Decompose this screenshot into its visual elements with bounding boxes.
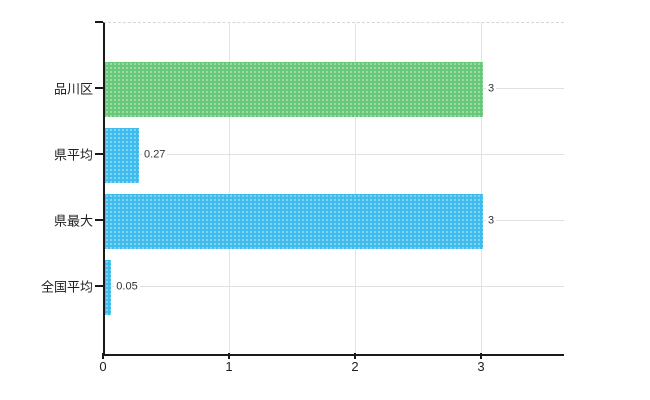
bar-value-label: 0.27 — [142, 148, 168, 162]
x-tick-label: 0 — [99, 359, 107, 374]
bar — [105, 127, 140, 183]
bar — [105, 193, 483, 249]
x-axis-tick — [480, 353, 482, 359]
x-tick-label: 2 — [351, 359, 359, 374]
row-gridline — [105, 154, 564, 155]
category-label: 県平均 — [53, 147, 93, 163]
y-axis-tick — [95, 87, 103, 89]
x-axis-tick — [228, 353, 230, 359]
category-label: 全国平均 — [40, 279, 93, 295]
x-tick-label: 3 — [477, 359, 485, 374]
plot-area: 3 0.27 3 0.05 — [103, 22, 564, 356]
bar — [105, 259, 112, 315]
x-tick-label: 1 — [225, 359, 233, 374]
y-axis-top-tick — [95, 21, 103, 23]
x-gridline — [355, 23, 356, 354]
bar-value-label: 0.05 — [114, 280, 140, 294]
category-label: 県最大 — [53, 213, 93, 229]
x-axis-tick — [354, 353, 356, 359]
x-axis-tick — [102, 353, 104, 359]
bar-value-label: 3 — [486, 214, 497, 228]
x-gridline — [229, 23, 230, 354]
bar-value-label: 3 — [486, 82, 497, 96]
y-axis-tick — [95, 219, 103, 221]
row-gridline — [105, 286, 564, 287]
y-axis-tick — [95, 153, 103, 155]
y-axis-tick — [95, 285, 103, 287]
bar — [105, 61, 483, 117]
x-gridline — [481, 23, 482, 354]
category-label: 品川区 — [53, 81, 93, 97]
